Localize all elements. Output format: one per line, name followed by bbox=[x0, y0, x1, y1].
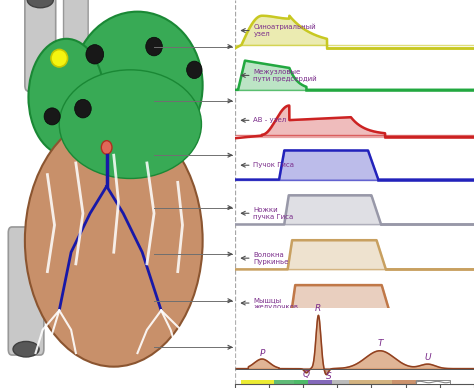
Text: R: R bbox=[315, 304, 321, 313]
Bar bbox=[294, 380, 308, 384]
Ellipse shape bbox=[187, 61, 202, 78]
Bar bbox=[274, 380, 294, 384]
Text: Q: Q bbox=[303, 370, 310, 379]
Text: Межузловые
пути предсердий: Межузловые пути предсердий bbox=[254, 69, 317, 82]
Text: Синоатриальный
узел: Синоатриальный узел bbox=[254, 24, 316, 37]
Ellipse shape bbox=[13, 341, 39, 357]
Bar bbox=[308, 380, 332, 384]
Text: P: P bbox=[259, 349, 264, 358]
Text: АВ - узел: АВ - узел bbox=[254, 117, 287, 123]
Ellipse shape bbox=[101, 140, 112, 154]
Text: U: U bbox=[425, 353, 431, 362]
Ellipse shape bbox=[72, 12, 203, 159]
Text: T: T bbox=[377, 339, 383, 348]
Ellipse shape bbox=[44, 108, 60, 125]
Bar bbox=[332, 380, 349, 384]
Text: S: S bbox=[326, 372, 331, 381]
Bar bbox=[349, 380, 392, 384]
Ellipse shape bbox=[25, 114, 203, 367]
Ellipse shape bbox=[146, 37, 162, 56]
Bar bbox=[392, 380, 447, 384]
Ellipse shape bbox=[51, 49, 68, 67]
Text: Мышцы
желудочков: Мышцы желудочков bbox=[254, 296, 299, 310]
FancyBboxPatch shape bbox=[64, 0, 88, 63]
Ellipse shape bbox=[86, 45, 104, 64]
FancyBboxPatch shape bbox=[8, 227, 44, 355]
Ellipse shape bbox=[75, 99, 91, 118]
Text: Пучок Гиса: Пучок Гиса bbox=[254, 162, 294, 168]
FancyBboxPatch shape bbox=[25, 0, 56, 91]
Bar bbox=[416, 380, 450, 384]
Text: Ножки
пучка Гиса: Ножки пучка Гиса bbox=[254, 207, 294, 220]
Ellipse shape bbox=[59, 70, 201, 178]
Bar bbox=[241, 380, 274, 384]
Ellipse shape bbox=[28, 39, 104, 155]
Text: Волокна
Пуркинье: Волокна Пуркинье bbox=[254, 252, 289, 265]
Ellipse shape bbox=[27, 0, 54, 8]
